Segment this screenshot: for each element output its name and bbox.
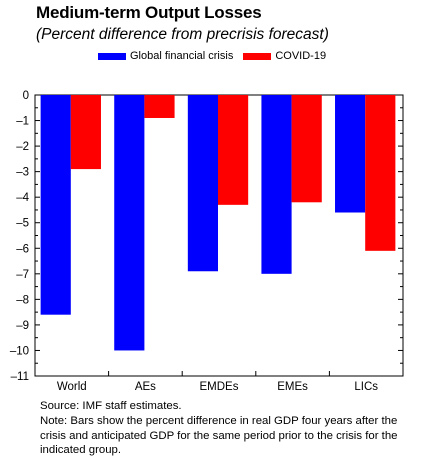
- y-tick-label: –10: [10, 345, 29, 357]
- y-tick-label: –11: [11, 371, 29, 383]
- legend-item-covid: COVID-19: [243, 50, 326, 62]
- chart-subtitle: (Percent difference from precrisis forec…: [36, 26, 329, 43]
- x-tick-label: World: [57, 381, 87, 393]
- bar-world-covid: [70, 95, 101, 170]
- source-note: Source: IMF staff estimates.: [40, 400, 182, 412]
- bar-lics-covid: [365, 95, 396, 251]
- x-tick-label: EMDEs: [200, 381, 239, 393]
- y-tick-label: –8: [16, 294, 29, 306]
- x-tick-label: EMEs: [277, 381, 308, 393]
- y-tick-label: –1: [16, 116, 29, 128]
- y-tick-label: –4: [16, 192, 29, 204]
- legend-item-gfc: Global financial crisis: [98, 50, 233, 62]
- y-tick-label: –9: [16, 320, 29, 332]
- y-tick-label: 0: [23, 90, 29, 102]
- chart-legend: Global financial crisis COVID-19: [98, 50, 336, 62]
- y-tick-label: –6: [16, 243, 29, 255]
- bar-aes-gfc: [114, 95, 145, 351]
- chart-notes: Source: IMF staff estimates. Note: Bars …: [40, 399, 425, 458]
- bar-world-gfc: [40, 95, 71, 315]
- y-tick-label: –7: [16, 269, 29, 281]
- bar-emes-gfc: [261, 95, 292, 274]
- legend-swatch-gfc: [98, 52, 126, 60]
- bar-lics-gfc: [335, 95, 366, 213]
- y-tick-label: –3: [16, 167, 29, 179]
- footnote: Note: Bars show the percent difference i…: [40, 414, 398, 457]
- y-tick-label: –5: [16, 218, 29, 230]
- y-tick-label: –2: [16, 141, 29, 153]
- legend-swatch-covid: [243, 52, 272, 60]
- legend-label-covid: COVID-19: [275, 50, 327, 62]
- chart-title: Medium-term Output Losses: [36, 3, 262, 22]
- bar-emdes-covid: [218, 95, 249, 205]
- plot-area: 0 –1 –2 –3 –4 –5 –6 –7 –8 –9 –10 –11 World AEs EMDEs EM…: [10, 90, 404, 393]
- x-tick-label: LICs: [354, 381, 378, 393]
- x-tick-label: AEs: [135, 381, 156, 393]
- legend-label-gfc: Global financial crisis: [130, 50, 234, 62]
- bar-aes-covid: [144, 95, 175, 118]
- bar-emes-covid: [291, 95, 322, 203]
- bar-emdes-gfc: [187, 95, 218, 272]
- bar-chart: 0 –1 –2 –3 –4 –5 –6 –7 –8 –9 –10 –11 World AEs EMDEs EM…: [10, 90, 404, 393]
